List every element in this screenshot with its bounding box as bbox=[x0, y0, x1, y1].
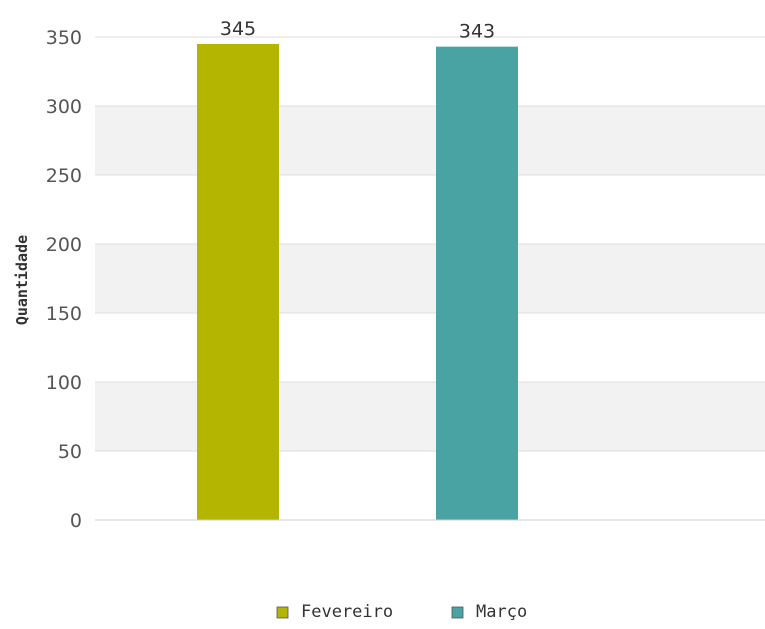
plot-band bbox=[95, 382, 765, 451]
y-tick-label: 100 bbox=[46, 372, 82, 394]
y-tick-label: 200 bbox=[46, 234, 82, 256]
y-tick-label: 50 bbox=[58, 441, 82, 463]
plot-band bbox=[95, 244, 765, 313]
bar-fevereiro bbox=[197, 43, 279, 521]
legend-swatch-fevereiro bbox=[276, 606, 289, 619]
data-label-março: 343 bbox=[459, 21, 495, 43]
y-tick-label: 250 bbox=[46, 165, 82, 187]
plot-background-bands bbox=[95, 106, 765, 451]
y-tick-label: 350 bbox=[46, 27, 82, 49]
y-tick-label: 150 bbox=[46, 303, 82, 325]
legend: Fevereiro Março bbox=[276, 602, 527, 622]
legend-label-fevereiro: Fevereiro bbox=[301, 602, 393, 622]
y-axis-title: Quantidade bbox=[13, 235, 31, 325]
data-labels: 345 343 bbox=[220, 18, 495, 43]
bars bbox=[197, 43, 518, 521]
legend-swatch-março bbox=[451, 606, 464, 619]
legend-label-março: Março bbox=[476, 602, 527, 622]
y-axis-ticks: 0 50 100 150 200 250 300 350 bbox=[46, 27, 82, 532]
y-tick-label: 300 bbox=[46, 96, 82, 118]
bar-março bbox=[436, 46, 518, 520]
plot-band bbox=[95, 106, 765, 175]
y-tick-label: 0 bbox=[70, 510, 82, 532]
data-label-fevereiro: 345 bbox=[220, 18, 256, 40]
